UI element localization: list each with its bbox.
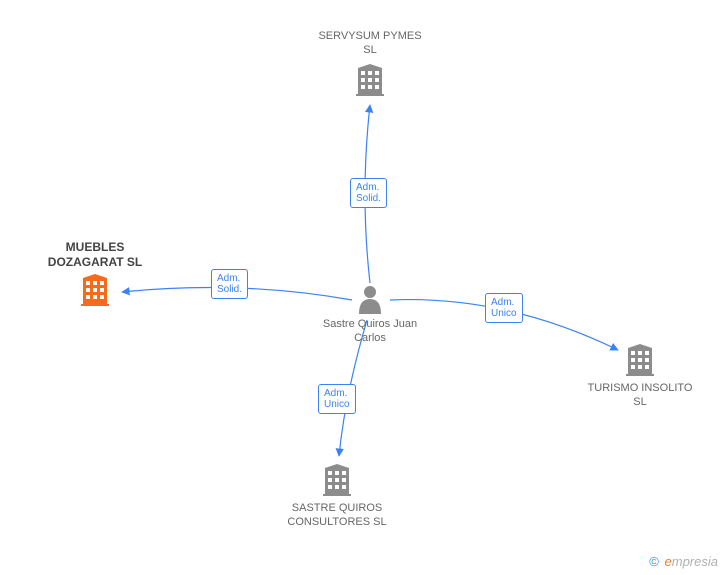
edge-label: Adm.Unico xyxy=(485,293,523,323)
building-icon xyxy=(626,344,654,376)
building-icon xyxy=(81,274,109,306)
edge-label: Adm.Unico xyxy=(318,384,356,414)
footer-brand: © empresia xyxy=(649,554,718,569)
copyright-symbol: © xyxy=(649,554,659,569)
node-label: MUEBLES DOZAGARAT SL xyxy=(40,240,150,270)
node-label: SERVYSUM PYMES SL xyxy=(315,30,425,58)
brand-rest: mpresia xyxy=(672,554,718,569)
edge-label: Adm.Solid. xyxy=(211,269,248,299)
building-icon xyxy=(323,464,351,496)
edge-label: Adm.Solid. xyxy=(350,178,387,208)
center-node-label: Sastre Quiros Juan Carlos xyxy=(315,318,425,346)
person-icon xyxy=(359,286,381,314)
brand-first-letter: e xyxy=(665,554,672,569)
node-label: TURISMO INSOLITO SL xyxy=(585,382,695,410)
diagram-canvas xyxy=(0,0,728,575)
node-label: SASTRE QUIROS CONSULTORES SL xyxy=(282,502,392,530)
building-icon xyxy=(356,64,384,96)
